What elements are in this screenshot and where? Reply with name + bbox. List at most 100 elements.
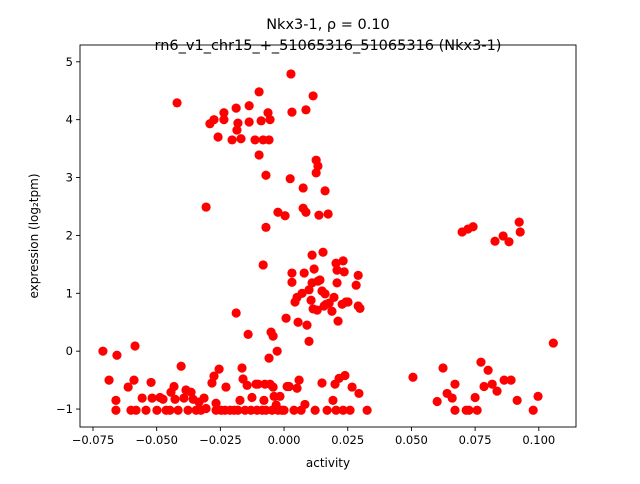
y-axis: −1 0 1 2 3 4 5 <box>56 55 80 416</box>
y-tick-label: 5 <box>66 55 73 69</box>
data-point <box>314 210 324 220</box>
chart-title-line2: rn6_v1_chr15_+_51065316_51065316 (Nkx3-1… <box>155 38 502 54</box>
data-point <box>490 236 500 246</box>
x-tick-label: 0.000 <box>268 433 301 447</box>
data-point <box>408 372 418 382</box>
y-tick-label: 0 <box>66 344 73 358</box>
data-point <box>331 405 341 415</box>
data-point <box>279 405 289 415</box>
data-point <box>506 375 516 385</box>
data-point <box>331 258 341 268</box>
x-tick-label: −0.025 <box>199 433 242 447</box>
data-point <box>231 308 241 318</box>
data-point <box>170 394 180 404</box>
data-point <box>499 375 509 385</box>
data-point <box>354 388 364 399</box>
data-point <box>254 87 264 97</box>
data-point <box>235 395 245 405</box>
data-point <box>137 393 147 403</box>
data-point <box>131 405 141 415</box>
data-point <box>286 69 296 79</box>
data-point <box>287 107 297 117</box>
data-point <box>268 331 278 341</box>
data-point <box>317 378 327 388</box>
data-point <box>165 405 175 415</box>
data-point <box>104 375 114 385</box>
data-point <box>256 116 266 126</box>
data-point <box>141 405 151 415</box>
data-point <box>201 202 211 212</box>
data-point <box>183 405 193 415</box>
data-point <box>432 396 442 407</box>
data-point <box>322 405 332 415</box>
data-point <box>179 393 189 403</box>
data-point <box>219 108 229 118</box>
data-point <box>307 250 317 260</box>
x-tick-label: 0.025 <box>331 433 364 447</box>
data-point <box>233 405 243 415</box>
data-point <box>281 313 291 323</box>
data-point <box>130 341 140 351</box>
x-tick-label: 0.050 <box>395 433 428 447</box>
data-point <box>199 393 209 403</box>
data-point <box>207 378 217 388</box>
data-point <box>323 209 333 219</box>
data-point <box>312 305 322 315</box>
data-point <box>347 382 357 392</box>
data-point <box>310 405 320 415</box>
data-point <box>343 297 353 307</box>
data-point <box>345 405 355 415</box>
data-point <box>464 405 474 415</box>
data-point <box>219 115 229 125</box>
data-point <box>302 320 312 330</box>
plot-frame <box>79 44 577 428</box>
x-tick-label: 0.075 <box>459 433 492 447</box>
data-point <box>492 386 502 396</box>
x-tick-label: −0.075 <box>72 433 115 447</box>
data-point <box>186 387 196 397</box>
data-point <box>351 280 361 290</box>
data-point <box>299 268 309 278</box>
data-point <box>231 103 241 113</box>
data-point <box>232 125 242 135</box>
data-point <box>201 403 211 414</box>
data-point <box>304 285 314 295</box>
data-point <box>247 392 257 403</box>
data-point <box>244 101 254 111</box>
data-point <box>320 186 330 196</box>
data-point <box>328 395 338 405</box>
data-point <box>209 371 219 381</box>
data-point <box>472 405 482 415</box>
data-point <box>339 267 349 277</box>
data-point <box>261 222 271 232</box>
y-tick-label: −1 <box>56 402 73 416</box>
data-point <box>340 370 350 381</box>
data-point <box>329 292 339 302</box>
data-point <box>468 222 478 232</box>
data-point <box>268 382 278 392</box>
data-point <box>548 338 558 348</box>
data-point <box>264 135 274 145</box>
y-tick-label: 2 <box>66 228 73 242</box>
data-point <box>297 288 307 298</box>
data-point <box>129 375 139 385</box>
data-point <box>301 207 311 217</box>
data-point <box>227 135 237 145</box>
data-point <box>111 395 121 405</box>
data-point <box>287 277 297 287</box>
x-tick-label: −0.050 <box>135 433 178 447</box>
data-point <box>512 395 522 405</box>
data-point <box>450 405 460 415</box>
data-point <box>498 231 508 241</box>
data-point <box>332 265 342 275</box>
data-point <box>242 380 252 390</box>
data-point <box>272 346 282 356</box>
data-point <box>294 375 304 385</box>
data-point <box>243 329 253 339</box>
chart-title-line1: Nkx3-1, ρ = 0.10 <box>266 17 390 33</box>
data-point <box>327 306 337 316</box>
data-point <box>304 336 314 346</box>
data-point <box>332 278 342 288</box>
data-point <box>265 115 275 125</box>
data-point <box>338 405 348 415</box>
